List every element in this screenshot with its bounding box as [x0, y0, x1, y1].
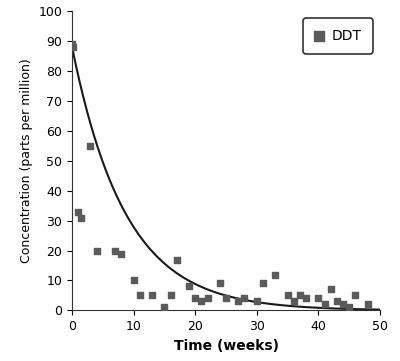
DDT: [241, 296, 248, 301]
DDT: [223, 296, 229, 301]
DDT: [167, 292, 174, 298]
DDT: [69, 41, 75, 47]
DDT: [136, 292, 143, 298]
DDT: [78, 215, 84, 221]
DDT: [284, 292, 291, 298]
DDT: [346, 305, 352, 310]
DDT: [328, 287, 334, 292]
DDT: [321, 301, 328, 307]
DDT: [352, 292, 358, 298]
DDT: [149, 292, 155, 298]
DDT: [340, 301, 346, 307]
DDT: [70, 44, 76, 50]
Legend: DDT: DDT: [303, 18, 373, 54]
DDT: [315, 296, 322, 301]
DDT: [297, 292, 303, 298]
Y-axis label: Concentration (parts per million): Concentration (parts per million): [20, 58, 33, 263]
DDT: [272, 271, 278, 277]
DDT: [303, 296, 309, 301]
DDT: [186, 284, 192, 290]
DDT: [118, 251, 124, 256]
DDT: [235, 299, 242, 304]
DDT: [364, 301, 371, 307]
DDT: [75, 209, 81, 214]
DDT: [130, 278, 137, 283]
DDT: [94, 248, 100, 253]
DDT: [334, 299, 340, 304]
X-axis label: Time (weeks): Time (weeks): [174, 339, 278, 353]
DDT: [161, 305, 168, 310]
DDT: [254, 299, 260, 304]
DDT: [198, 299, 204, 304]
DDT: [217, 280, 223, 286]
DDT: [87, 143, 94, 149]
DDT: [174, 257, 180, 262]
DDT: [260, 280, 266, 286]
DDT: [204, 296, 211, 301]
DDT: [290, 299, 297, 304]
DDT: [112, 248, 118, 253]
DDT: [192, 296, 198, 301]
